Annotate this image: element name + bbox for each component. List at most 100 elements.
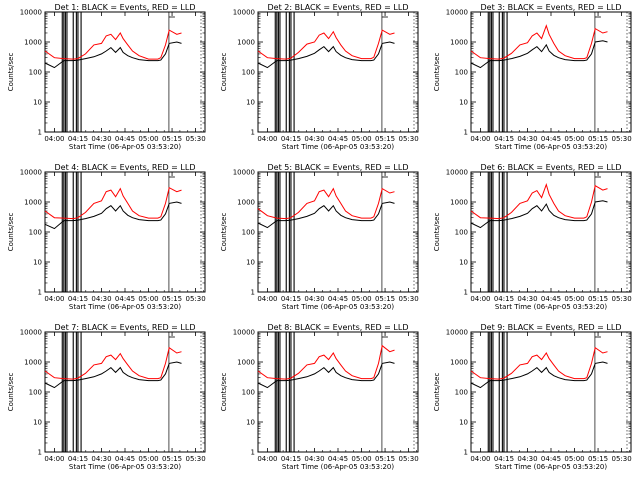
y-tick-label: 1 [38,449,42,457]
y-axis-label: Counts/sec [220,213,228,252]
events-line [257,201,395,229]
panel-title: Det 7: BLACK = Events, RED = LLD [55,323,196,332]
x-tick-label: 05:00 [564,135,584,143]
y-tick-label: 10000 [446,329,468,337]
panel-title: Det 2: BLACK = Events, RED = LLD [268,3,409,12]
y-tick-label: 10000 [20,329,42,337]
x-tick-label: 05:00 [564,295,584,303]
y-axis-label: Counts/sec [7,373,15,412]
panel-title: Det 1: BLACK = Events, RED = LLD [55,3,196,12]
x-tick-label: 05:15 [588,135,608,143]
y-tick-label: 10 [246,259,255,267]
y-tick-label: 100 [455,229,468,237]
x-axis-label: Start Time (06-Apr-05 03:53:20) [282,143,394,151]
x-tick-label: 05:00 [351,295,371,303]
x-tick-label: 04:45 [115,455,135,463]
x-tick-label: 04:15 [68,295,88,303]
lld-line [44,186,182,220]
x-tick-label: 04:15 [68,135,88,143]
y-tick-label: 1000 [450,39,468,47]
events-line [44,361,182,389]
x-tick-label: 04:45 [328,295,348,303]
x-axis-label: Start Time (06-Apr-05 03:53:20) [69,463,181,471]
x-tick-label: 04:45 [541,295,561,303]
y-tick-label: 1000 [450,359,468,367]
x-tick-label: 05:15 [588,295,608,303]
y-tick-label: 100 [29,69,42,77]
lld-line [257,187,395,220]
y-tick-label: 1 [38,289,42,297]
panel-svg: Det 8: BLACK = Events, RED = LLD 1 10 100 10… [220,323,419,471]
x-tick-label: 04:45 [115,295,135,303]
x-tick-label: 04:15 [68,455,88,463]
x-tick-label: 05:00 [351,455,371,463]
x-tick-label: 05:15 [162,135,182,143]
y-tick-label: 100 [242,229,255,237]
panel-title: Det 5: BLACK = Events, RED = LLD [268,163,409,172]
x-tick-label: 04:15 [494,295,514,303]
x-tick-label: 05:00 [138,455,158,463]
x-tick-label: 04:45 [541,455,561,463]
events-line [470,40,608,69]
y-tick-label: 10 [33,99,42,107]
x-tick-label: 04:00 [44,135,64,143]
x-tick-label: 04:30 [91,455,111,463]
x-tick-label: 04:15 [281,455,301,463]
x-tick-label: 04:30 [517,295,537,303]
x-tick-label: 04:45 [541,135,561,143]
y-tick-label: 10 [33,259,42,267]
y-tick-label: 10 [33,419,42,427]
y-tick-label: 1000 [237,39,255,47]
detector-panel-2: Det 2: BLACK = Events, RED = LLD 1 10 100 10… [213,0,426,160]
x-tick-label: 05:30 [398,295,418,303]
y-axis-label: Counts/sec [7,213,15,252]
lld-line [470,182,608,220]
detector-panel-7: Det 7: BLACK = Events, RED = LLD 1 10 100 10… [0,320,213,480]
y-tick-label: 10000 [233,9,255,17]
x-tick-label: 04:15 [494,135,514,143]
x-tick-label: 05:30 [611,295,631,303]
x-tick-label: 04:30 [517,455,537,463]
plot-frame [470,331,632,453]
y-tick-label: 10000 [446,169,468,177]
y-axis-label: Counts/sec [220,373,228,412]
plot-frame [470,11,632,133]
panel-svg: Det 2: BLACK = Events, RED = LLD 1 10 100 10… [220,3,419,151]
y-axis-label: Counts/sec [220,53,228,92]
x-tick-label: 04:30 [304,455,324,463]
x-tick-label: 05:30 [185,135,205,143]
y-tick-label: 100 [242,69,255,77]
detector-panel-9: Det 9: BLACK = Events, RED = LLD 1 10 100 10… [426,320,639,480]
x-tick-label: 04:00 [470,455,490,463]
x-tick-label: 04:45 [328,455,348,463]
panel-title: Det 3: BLACK = Events, RED = LLD [481,3,622,12]
y-axis-label: Counts/sec [7,53,15,92]
events-line [257,361,395,389]
y-tick-label: 10 [459,259,468,267]
y-tick-label: 10000 [20,169,42,177]
plot-frame [257,171,419,293]
x-tick-label: 04:00 [470,295,490,303]
x-tick-label: 04:00 [257,295,277,303]
x-tick-label: 05:00 [351,135,371,143]
lld-line [44,29,182,60]
events-line [44,201,182,230]
x-tick-label: 04:15 [281,135,301,143]
x-tick-label: 05:15 [375,295,395,303]
y-tick-label: 100 [242,389,255,397]
y-tick-label: 1 [251,129,255,137]
panel-title: Det 8: BLACK = Events, RED = LLD [268,323,409,332]
x-tick-label: 05:15 [588,455,608,463]
x-axis-label: Start Time (06-Apr-05 03:53:20) [495,303,607,311]
y-tick-label: 10000 [233,169,255,177]
x-tick-label: 05:00 [138,295,158,303]
panel-svg: Det 3: BLACK = Events, RED = LLD 1 10 100 10… [433,3,632,151]
y-tick-label: 1 [464,449,468,457]
y-tick-label: 1000 [24,359,42,367]
x-tick-label: 05:00 [138,135,158,143]
x-tick-label: 05:30 [611,135,631,143]
x-tick-label: 05:30 [398,135,418,143]
panel-svg: Det 4: BLACK = Events, RED = LLD 1 10 100 10… [7,163,206,311]
plot-frame [257,11,419,133]
